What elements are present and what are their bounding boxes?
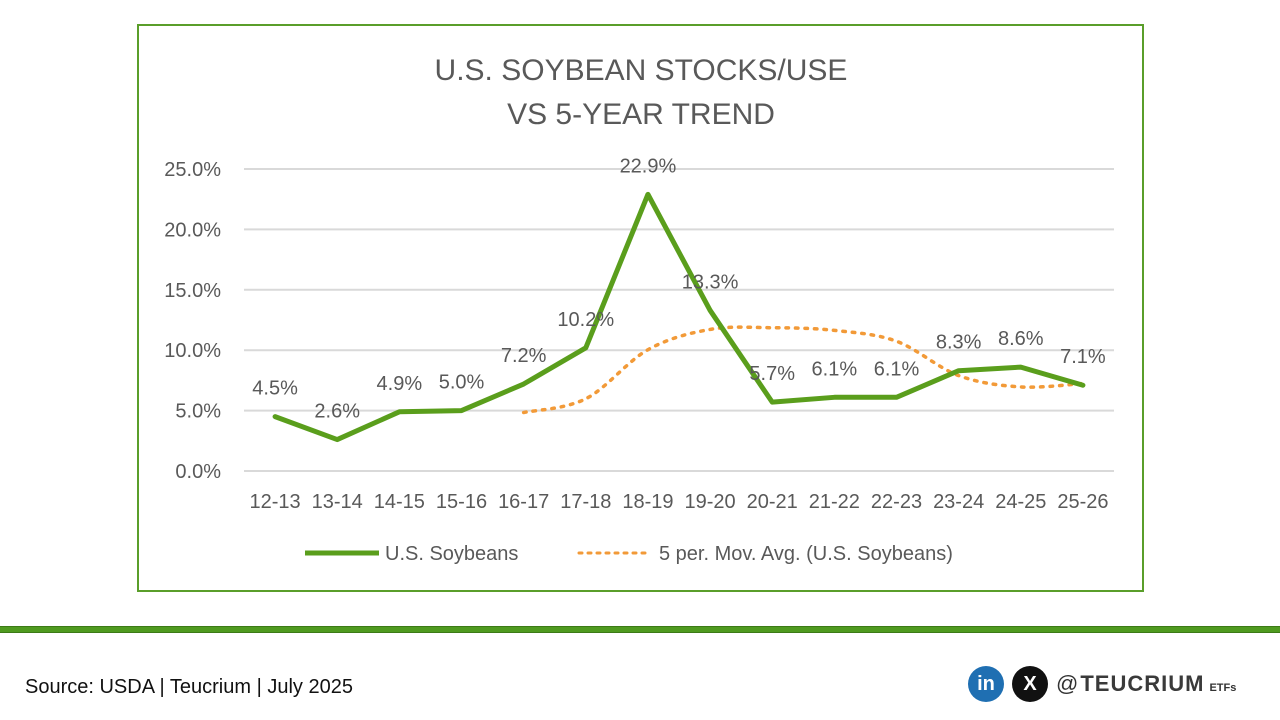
x-tick-label: 22-23: [871, 491, 922, 513]
x-tick-label: 24-25: [995, 491, 1046, 513]
brand-suffix: ETFs: [1209, 682, 1237, 694]
y-tick-label: 0.0%: [175, 461, 221, 483]
y-axis-ticks: 0.0% 5.0% 10.0% 15.0% 20.0% 25.0%: [164, 159, 221, 483]
legend-label-moving-average: 5 per. Mov. Avg. (U.S. Soybeans): [659, 543, 953, 565]
data-point-us-soybeans: [583, 345, 588, 350]
legend-label-us-soybeans: U.S. Soybeans: [385, 543, 518, 565]
data-label: 4.5%: [252, 378, 298, 400]
data-labels: 4.5% 2.6% 4.9% 5.0% 7.2% 10.2% 22.9% 13.3% 5.7% 6…: [252, 155, 1106, 422]
series-line-moving-average: [521, 325, 1085, 415]
x-tick-label: 13-14: [312, 491, 363, 513]
y-tick-label: 20.0%: [164, 219, 221, 241]
x-tick-label: 14-15: [374, 491, 425, 513]
data-label: 6.1%: [812, 358, 858, 380]
data-point-us-soybeans: [335, 437, 340, 442]
chart-title-line-1: U.S. SOYBEAN STOCKS/USE: [435, 54, 848, 87]
data-label: 8.3%: [936, 332, 982, 354]
y-tick-label: 5.0%: [175, 401, 221, 423]
data-point-us-soybeans: [832, 395, 837, 400]
legend: U.S. Soybeans 5 per. Mov. Avg. (U.S. Soy…: [305, 543, 953, 565]
data-label: 7.1%: [1060, 346, 1106, 368]
data-point-us-soybeans: [273, 414, 278, 419]
y-tick-label: 15.0%: [164, 280, 221, 302]
x-tick-label: 12-13: [249, 491, 300, 513]
social-handle: @ TEUCRIUM ETFs: [1056, 671, 1236, 697]
data-label: 2.6%: [314, 401, 360, 423]
data-point-us-soybeans: [1080, 383, 1085, 388]
handle-at: @: [1056, 671, 1079, 696]
data-label: 6.1%: [874, 358, 920, 380]
series-lines: [272, 191, 1086, 443]
x-tick-label: 19-20: [684, 491, 735, 513]
chart-frame: U.S. SOYBEAN STOCKS/USE VS 5-YEAR TREND …: [137, 24, 1144, 592]
data-label: 4.9%: [377, 373, 423, 395]
brand-logo-text: TEUCRIUM: [1080, 671, 1205, 696]
data-label: 13.3%: [682, 271, 739, 293]
x-tick-label: 18-19: [622, 491, 673, 513]
chart-svg: U.S. SOYBEAN STOCKS/USE VS 5-YEAR TREND …: [164, 54, 1114, 565]
data-point-us-soybeans: [459, 408, 464, 413]
social-bar: in X @ TEUCRIUM ETFs: [968, 665, 1236, 703]
x-tick-label: 21-22: [809, 491, 860, 513]
data-point-us-soybeans: [894, 395, 899, 400]
data-label: 5.0%: [439, 372, 485, 394]
data-label: 10.2%: [557, 309, 614, 331]
data-point-us-soybeans: [645, 192, 650, 197]
data-point-us-soybeans: [956, 368, 961, 373]
x-tick-label: 25-26: [1057, 491, 1108, 513]
data-point-us-soybeans: [770, 400, 775, 405]
linkedin-glyph: in: [977, 672, 995, 695]
y-tick-label: 25.0%: [164, 159, 221, 181]
x-axis-ticks: 12-13 13-14 14-15 15-16 16-17 17-18 18-19 19-20…: [249, 491, 1108, 513]
data-label: 22.9%: [620, 155, 677, 177]
grid-lines: [244, 168, 1114, 472]
x-tick-label: 20-21: [747, 491, 798, 513]
chart-title-line-2: VS 5-YEAR TREND: [507, 98, 775, 131]
x-tick-label: 15-16: [436, 491, 487, 513]
footer-divider: [0, 626, 1280, 633]
x-glyph: X: [1023, 672, 1037, 695]
source-text: Source: USDA | Teucrium | July 2025: [25, 676, 353, 698]
data-point-us-soybeans: [708, 308, 713, 313]
data-point-us-soybeans: [397, 409, 402, 414]
x-tick-label: 23-24: [933, 491, 984, 513]
data-point-us-soybeans: [521, 382, 526, 387]
y-tick-label: 10.0%: [164, 340, 221, 362]
data-label: 5.7%: [749, 363, 795, 385]
data-label: 7.2%: [501, 345, 547, 367]
series-line-us-soybeans: [272, 191, 1086, 443]
x-tick-label: 16-17: [498, 491, 549, 513]
data-point-us-soybeans: [1018, 365, 1023, 370]
x-tick-label: 17-18: [560, 491, 611, 513]
x-icon[interactable]: X: [1012, 666, 1048, 702]
data-label: 8.6%: [998, 328, 1044, 350]
linkedin-icon[interactable]: in: [968, 666, 1004, 702]
